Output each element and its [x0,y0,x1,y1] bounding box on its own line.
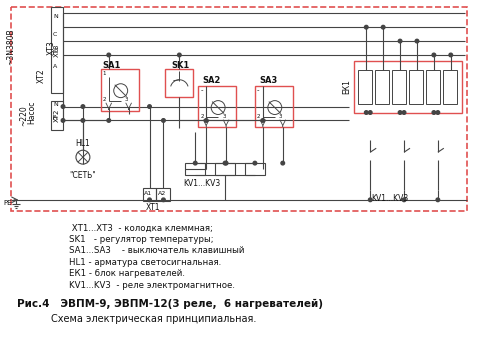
Text: 3: 3 [222,114,226,119]
Circle shape [281,161,285,165]
Bar [426,70,440,104]
Text: -: - [200,88,203,94]
Circle shape [436,198,440,201]
Circle shape [204,119,208,122]
Bar [443,70,457,104]
Bar [215,163,235,175]
Bar [392,70,406,104]
Circle shape [253,161,257,165]
Bar [375,70,389,104]
Circle shape [178,53,181,57]
Text: "СЕТЬ": "СЕТЬ" [69,171,96,180]
Text: ХТ3: ХТ3 [54,43,60,57]
Bar [185,163,205,175]
Circle shape [224,161,228,165]
Text: 3: 3 [279,114,282,119]
Circle shape [364,25,368,29]
Circle shape [61,105,65,108]
Circle shape [364,111,368,114]
Text: ХТ2: ХТ2 [54,109,60,122]
Text: ~3N380В: ~3N380В [6,29,15,66]
Bar [354,61,462,112]
Circle shape [193,161,197,165]
Bar [245,163,265,175]
Text: Рис.4   ЭВПМ-9, ЭВПМ-12(3 реле,  6 нагревателей): Рис.4 ЭВПМ-9, ЭВПМ-12(3 реле, 6 нагреват… [17,299,324,309]
Text: A: A [53,115,57,120]
Bar [409,70,423,104]
Text: SA3: SA3 [259,76,277,85]
Circle shape [369,111,372,114]
Circle shape [61,119,65,122]
Bar [143,188,156,201]
Text: KV1...KV3: KV1...KV3 [183,179,221,188]
Text: B: B [53,48,57,53]
Text: 2: 2 [200,114,204,119]
Text: 2: 2 [103,96,106,102]
Text: SA1...SA3    - выключатель клавишный: SA1...SA3 - выключатель клавишный [69,246,244,256]
Circle shape [107,53,110,57]
Text: Схема электрическая принципиальная.: Схема электрическая принципиальная. [51,314,256,324]
Text: PE: PE [3,200,12,206]
Text: SK1: SK1 [171,61,190,70]
Text: C: C [53,32,58,37]
Circle shape [148,105,151,108]
Text: ХТ3: ХТ3 [47,41,56,56]
Circle shape [402,198,406,201]
Text: XT1: XT1 [145,203,160,212]
Circle shape [148,198,151,201]
Circle shape [415,39,419,43]
Text: A2: A2 [157,191,166,196]
Text: 1: 1 [103,71,106,76]
Text: KV1...KV3  - реле электромагнитное.: KV1...KV3 - реле электромагнитное. [69,281,235,290]
Circle shape [432,53,436,57]
Text: ХТ2: ХТ2 [36,68,46,83]
Text: ~220: ~220 [19,105,28,126]
Circle shape [432,111,436,114]
Text: SK1   - регулятор температуры;: SK1 - регулятор температуры; [69,235,214,244]
Circle shape [162,119,165,122]
Text: A1: A1 [144,191,152,196]
Circle shape [402,111,406,114]
Text: ЕК1 - блок нагревателей.: ЕК1 - блок нагревателей. [69,269,185,278]
Text: A: A [53,64,57,69]
Text: KV1...KV3: KV1...KV3 [371,194,408,203]
Bar [101,69,139,110]
Circle shape [81,105,84,108]
Bar [255,86,293,127]
Circle shape [223,161,227,165]
Text: -: - [257,88,259,94]
Bar [51,101,63,130]
Text: HL1: HL1 [75,139,90,148]
Bar [51,7,63,93]
Circle shape [369,198,372,201]
Text: SA1: SA1 [103,61,121,70]
Circle shape [107,119,110,122]
Text: ХТ1...ХТ3  - колодка клеммная;: ХТ1...ХТ3 - колодка клеммная; [69,224,213,232]
Circle shape [261,119,264,122]
Circle shape [382,25,385,29]
Text: Насос: Насос [28,101,36,124]
Circle shape [398,111,402,114]
Circle shape [162,198,165,201]
Circle shape [81,119,84,122]
Bar [12,7,467,211]
Text: ЕК1: ЕК1 [342,79,351,94]
Bar [166,69,193,96]
Text: N: N [53,101,58,106]
Text: 3: 3 [125,96,128,102]
Bar [358,70,372,104]
Bar [198,86,236,127]
Text: 2: 2 [257,114,261,119]
Circle shape [449,53,453,57]
Text: HL1 - арматура светосигнальная.: HL1 - арматура светосигнальная. [69,258,221,267]
Text: SA2: SA2 [202,76,221,85]
Bar [156,188,170,201]
Circle shape [398,39,402,43]
Circle shape [436,111,440,114]
Text: N: N [53,14,58,19]
